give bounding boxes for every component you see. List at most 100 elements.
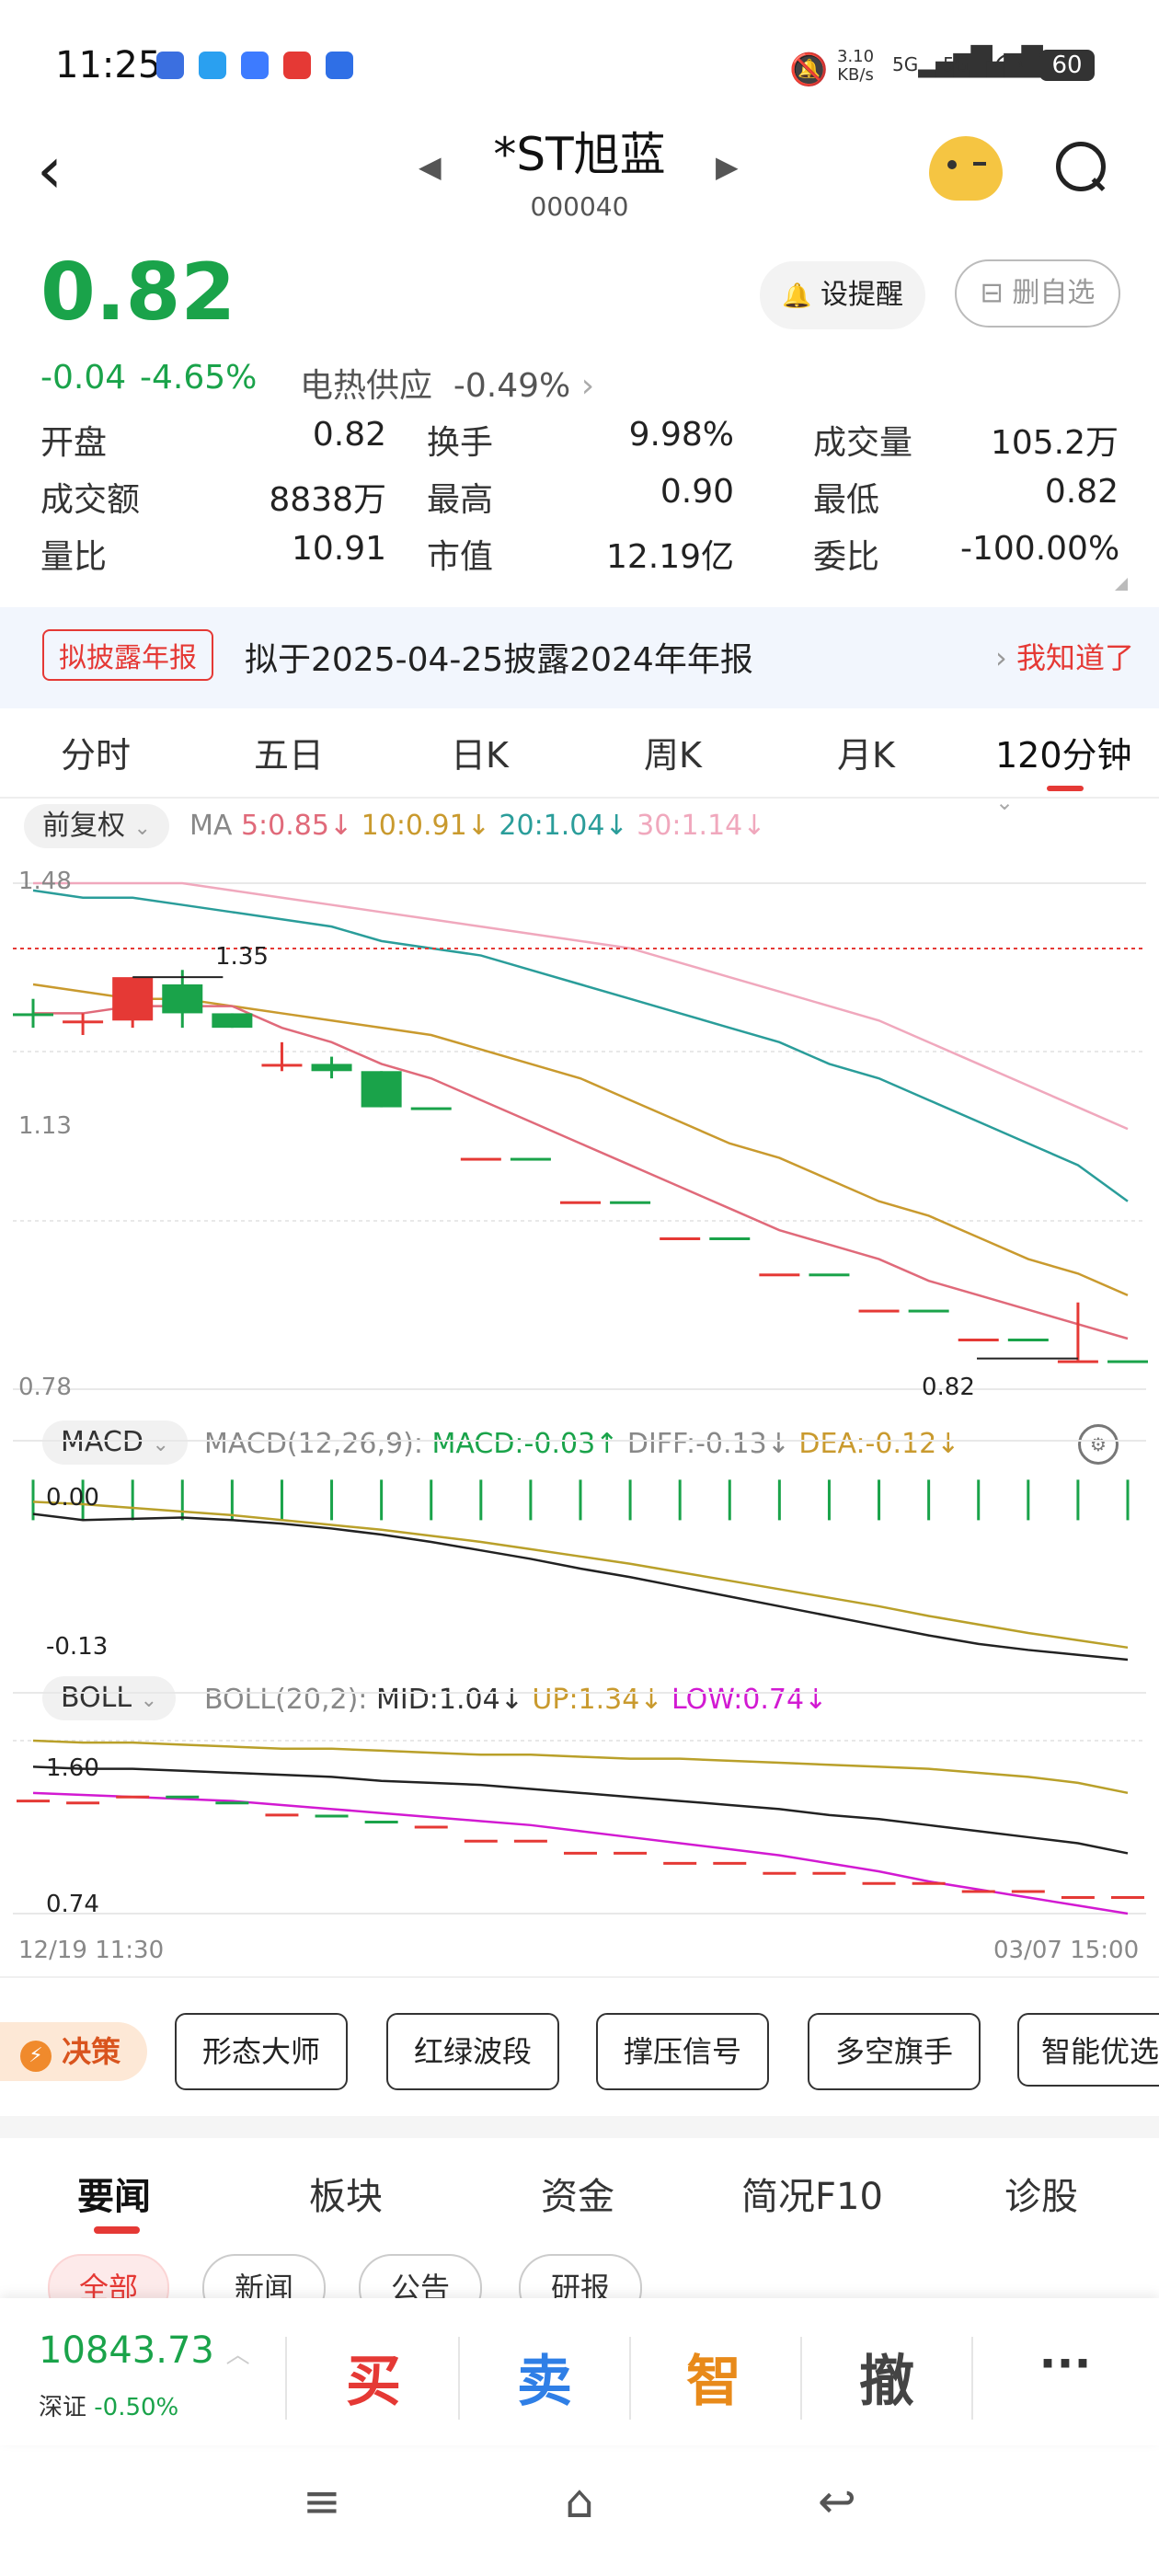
- tab-period-intraday[interactable]: 分时: [61, 735, 132, 776]
- x-axis-start: 12/19 11:30: [18, 1937, 164, 1964]
- chat-app-icon: [199, 52, 226, 79]
- adjust-selector[interactable]: 前复权 ⌄: [24, 804, 169, 848]
- buy-button[interactable]: 买: [346, 2350, 401, 2414]
- prev-stock-icon[interactable]: ◀: [419, 149, 442, 184]
- trade-bar: [0, 2298, 1159, 2445]
- notice-banner: [0, 607, 1159, 708]
- boll-mid-line: [32, 1765, 1129, 1855]
- tool-red-green-band[interactable]: 红绿波段: [386, 2013, 559, 2090]
- minus-square-icon: ⊟: [980, 277, 1004, 309]
- active-tab-indicator: [1047, 786, 1084, 791]
- candle-body: [560, 1201, 601, 1204]
- candle-body: [311, 1064, 352, 1072]
- stat-label: 成交额: [40, 481, 141, 519]
- notice-text: 拟于2025-04-25披露2024年年报: [245, 641, 753, 679]
- boll-selector[interactable]: BOLL ⌄: [42, 1676, 177, 1720]
- more-button[interactable]: ···: [1039, 2337, 1092, 2390]
- status-bar: 11:25 🔕 3.10 KB/s 5G▂▄▆█ 5G▂▄▆█ ◠ 60: [0, 0, 1159, 138]
- ma10-line: [32, 983, 1129, 1297]
- tab-news-funds[interactable]: 资金: [541, 2176, 614, 2218]
- tab-news-diagnose[interactable]: 诊股: [1004, 2176, 1078, 2218]
- cancel-order-button[interactable]: 撤: [859, 2350, 914, 2414]
- tool-pattern-master[interactable]: 形态大师: [175, 2013, 348, 2090]
- divider: [800, 2337, 802, 2420]
- decision-badge[interactable]: ⚡ 决策: [0, 2022, 147, 2081]
- boll-axis-top: 1.60: [46, 1754, 99, 1782]
- bell-icon: 🔔: [782, 282, 812, 310]
- boll-low-line: [32, 1791, 1129, 1915]
- tool-bull-bear[interactable]: 多空旗手: [808, 2013, 981, 2090]
- stat-label: 最低: [813, 481, 880, 519]
- kline-chart[interactable]: 1.48 1.13 0.78 1.35 0.82 0.00 -0.13 1.60…: [0, 856, 1159, 1978]
- candle-body: [112, 977, 154, 1021]
- candle-body: [709, 1237, 751, 1240]
- macd-axis-top: 0.00: [46, 1484, 99, 1512]
- chevron-down-icon: ⌄: [152, 1433, 169, 1456]
- candle-body: [162, 984, 203, 1014]
- stat-label: 最高: [427, 481, 494, 519]
- chevron-down-icon: ⌄: [995, 789, 1015, 815]
- stat-label: 开盘: [40, 424, 108, 462]
- ma30-line: [33, 881, 1129, 1131]
- menu-nav-icon[interactable]: ≡: [303, 2475, 341, 2528]
- diff-line: [32, 1512, 1129, 1662]
- tab-period-5day[interactable]: 五日: [254, 735, 325, 776]
- tab-period-120min[interactable]: 120分钟 ⌄: [995, 735, 1132, 815]
- chevron-right-icon: ›: [995, 640, 1016, 675]
- candle-body: [1007, 1339, 1049, 1341]
- chevron-up-icon: ︿: [225, 2341, 250, 2369]
- back-icon[interactable]: ‹: [37, 132, 63, 208]
- tab-period-week[interactable]: 周K: [644, 735, 702, 776]
- y-axis-top: 1.48: [18, 868, 72, 895]
- macd-axis-bottom: -0.13: [46, 1633, 108, 1661]
- y-axis-mid: 1.13: [18, 1112, 72, 1140]
- next-stock-icon[interactable]: ▶: [716, 149, 739, 184]
- wifi-icon: ◠: [993, 44, 1025, 85]
- home-nav-icon[interactable]: ⌂: [565, 2475, 594, 2528]
- back-nav-icon[interactable]: ↩: [818, 2475, 856, 2528]
- notice-dismiss[interactable]: › 我知道了: [995, 640, 1134, 675]
- candle-body: [63, 1020, 104, 1024]
- sector-link[interactable]: 电热供应 -0.49% ›: [300, 367, 595, 405]
- chevron-right-icon: ›: [580, 367, 595, 405]
- tab-news-headlines[interactable]: 要闻: [77, 2176, 151, 2218]
- mute-bell-icon: 🔕: [789, 52, 829, 88]
- candle-body: [361, 1071, 402, 1108]
- expand-corner-icon[interactable]: [1115, 578, 1128, 591]
- stat-value: -100.00%: [960, 530, 1120, 568]
- divider: [971, 2337, 973, 2420]
- ma-lines: [32, 881, 1129, 1340]
- remove-watchlist-button[interactable]: ⊟ 删自选: [955, 259, 1120, 328]
- index-value[interactable]: 10843.73 ︿: [39, 2329, 250, 2372]
- macd-selector[interactable]: MACD ⌄: [42, 1420, 188, 1465]
- stat-value: 105.2万: [990, 424, 1119, 462]
- divider: [285, 2337, 287, 2420]
- tab-news-f10[interactable]: 简况F10: [741, 2176, 883, 2218]
- chevron-down-icon: ⌄: [140, 1689, 158, 1712]
- sell-button[interactable]: 卖: [517, 2350, 572, 2414]
- settings-gear-icon[interactable]: ⚙: [1078, 1424, 1119, 1465]
- search-icon[interactable]: [1056, 142, 1106, 191]
- candle-body: [660, 1237, 701, 1240]
- ma20-line: [32, 889, 1129, 1202]
- tab-news-sector[interactable]: 板块: [309, 2176, 383, 2218]
- mascot-icon[interactable]: [929, 136, 1003, 201]
- stat-label: 量比: [40, 538, 108, 576]
- candle-body: [13, 1013, 53, 1017]
- active-news-indicator: [94, 2226, 140, 2234]
- divider: [0, 1976, 1159, 1978]
- section-gap: [0, 2116, 1159, 2138]
- x-axis-end: 03/07 15:00: [993, 1937, 1139, 1964]
- status-time: 11:25: [55, 44, 162, 86]
- baidu-map-icon: [326, 52, 353, 79]
- set-alert-button[interactable]: 🔔 设提醒: [760, 261, 925, 329]
- candle-body: [212, 1013, 253, 1029]
- tool-support-pressure[interactable]: 撑压信号: [596, 2013, 769, 2090]
- smart-trade-button[interactable]: 智: [686, 2350, 741, 2414]
- macd-legend: MACD(12,26,9): MACD:-0.03↑ DIFF:-0.13↓ D…: [204, 1428, 960, 1460]
- tab-period-day[interactable]: 日K: [451, 735, 509, 776]
- notification-icons: [156, 52, 353, 79]
- tool-smart-select[interactable]: 智能优选: [1017, 2013, 1159, 2087]
- current-price: 0.82: [40, 247, 236, 339]
- tab-period-month[interactable]: 月K: [837, 735, 895, 776]
